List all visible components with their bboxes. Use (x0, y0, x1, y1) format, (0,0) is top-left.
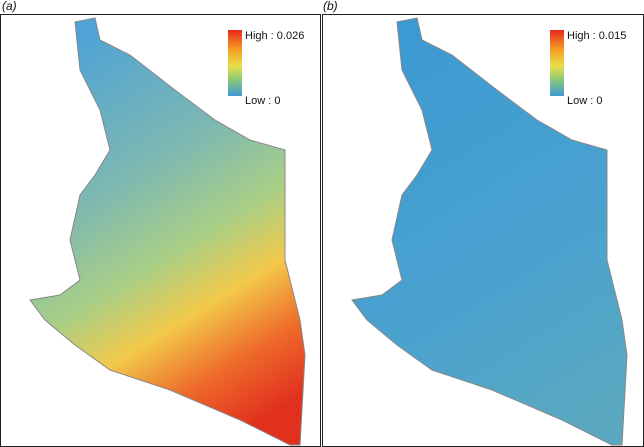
legend-high: High : 0.026 (245, 30, 304, 42)
region-map (351, 17, 628, 446)
panel-label: (a) (2, 0, 17, 13)
legend-low: Low : 0 (245, 95, 280, 107)
legend-bar (228, 30, 242, 96)
legend-high: High : 0.015 (567, 30, 626, 42)
panel-b: High : 0.015 Low : 0 (322, 14, 644, 447)
panel-label: (b) (323, 0, 338, 13)
panel-a: High : 0.026 Low : 0 (0, 14, 321, 447)
legend-bar (550, 30, 564, 96)
legend-low: Low : 0 (567, 95, 602, 107)
region-map (29, 17, 306, 446)
